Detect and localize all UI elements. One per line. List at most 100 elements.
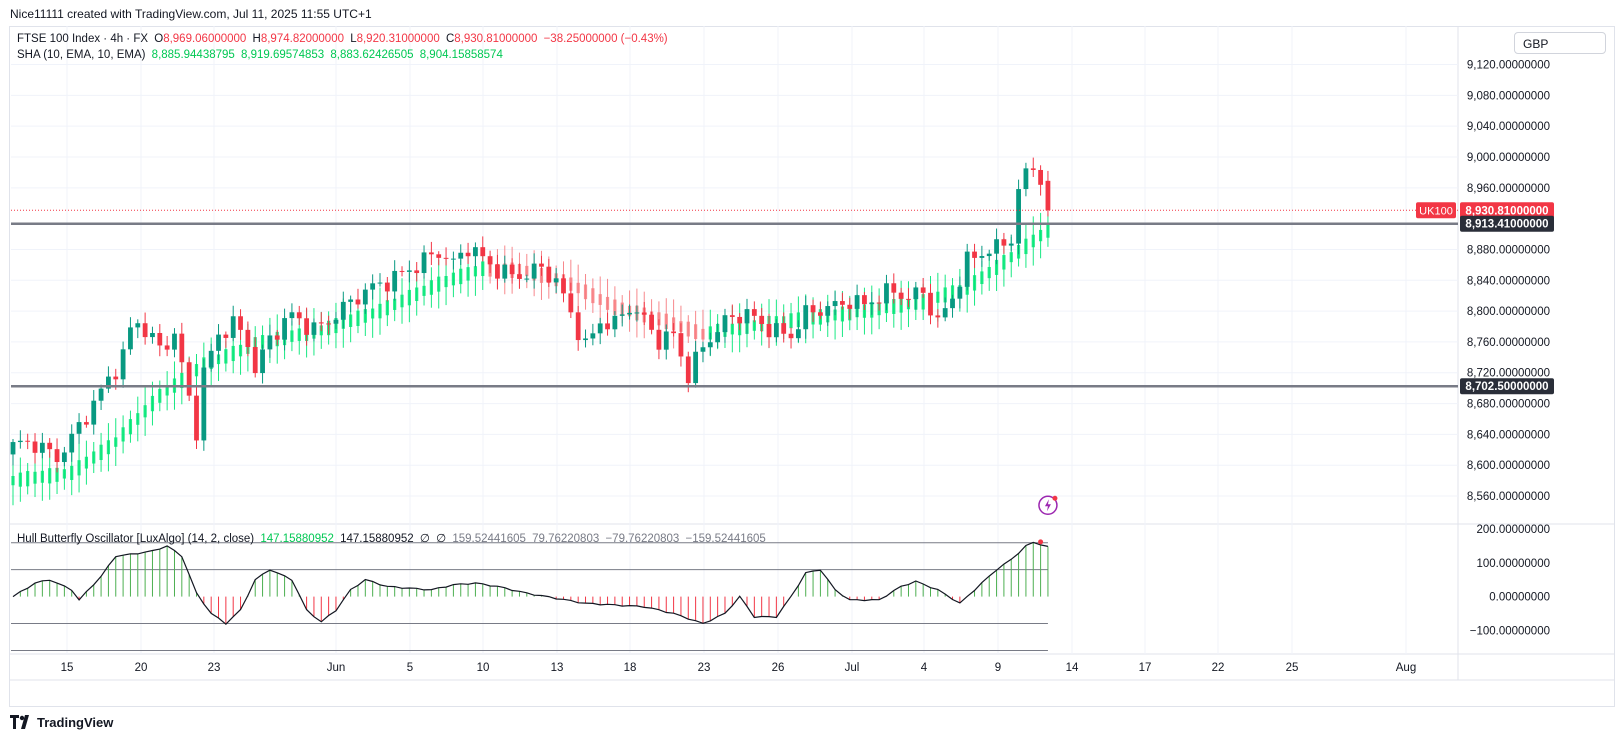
sha-bar <box>1002 255 1006 270</box>
candle-body <box>950 298 955 309</box>
sha-bar <box>224 349 228 364</box>
candle-body <box>810 305 816 313</box>
symbol-tag-bg <box>1416 202 1456 219</box>
candle-body <box>561 278 566 294</box>
candle-body <box>252 346 258 374</box>
sha-bar <box>583 284 588 300</box>
legend-symbol[interactable]: FTSE 100 Index · 4h · FX <box>17 33 149 45</box>
candle-body <box>377 282 383 284</box>
candle-body <box>744 309 750 324</box>
candle-body <box>414 270 420 274</box>
sha-bar <box>407 289 411 306</box>
candle-body <box>208 350 214 368</box>
tradingview-logo[interactable]: TradingView <box>10 712 113 732</box>
x-tick-label: 22 <box>1212 662 1225 674</box>
sha-bar <box>664 313 668 330</box>
sha-bar <box>33 471 37 484</box>
y-tick-label: 9,120.00000000 <box>1467 60 1550 72</box>
y-tick-label: 8,560.00000000 <box>1467 491 1550 503</box>
candle-body <box>612 315 618 330</box>
osc-value-6: 79.76220803 <box>532 533 600 545</box>
candle-body <box>641 312 647 315</box>
chart-frame[interactable]: 15 20 23 Jun 5 10 13 18 23 26 Jul 4 9 14 17 22 25 Aug 9,12… <box>9 26 1615 707</box>
sha-bar <box>605 296 610 310</box>
sha-bar <box>466 267 470 281</box>
sha-bar <box>128 419 133 435</box>
candle-body <box>1045 180 1051 211</box>
y-tick-label: 8,960.00000000 <box>1467 183 1550 195</box>
candle-body <box>142 323 148 338</box>
candle-body <box>619 314 625 316</box>
candle-body <box>583 338 588 341</box>
candle-body <box>17 440 23 443</box>
sha-bar <box>657 312 661 326</box>
candle-body <box>1023 168 1029 190</box>
sha-bar <box>165 385 169 396</box>
candle-body <box>685 356 691 384</box>
candle-body <box>972 251 977 258</box>
candle-body <box>891 283 897 293</box>
candle-body <box>69 433 75 453</box>
candle-body <box>150 332 155 338</box>
candle-body <box>443 257 449 259</box>
candle-body <box>773 323 779 338</box>
legend-open: 8,969.06000000 <box>163 33 247 45</box>
candle-body <box>39 442 45 453</box>
x-tick-label: 18 <box>624 662 637 674</box>
x-tick-label: 9 <box>995 662 1001 674</box>
sha-bar <box>18 472 22 487</box>
sha-bar <box>422 285 426 296</box>
sha-legend-name[interactable]: SHA (10, EMA, 10, EMA) <box>17 49 146 61</box>
chart-svg[interactable]: 15 20 23 Jun 5 10 13 18 23 26 Jul 4 9 14 17 22 25 Aug 9,12… <box>9 26 1615 707</box>
sha-bar <box>481 261 485 277</box>
candle-body <box>605 323 610 330</box>
candle-body <box>260 349 265 374</box>
candle-body <box>201 367 207 441</box>
sha-bar <box>1024 238 1028 255</box>
candle-body <box>274 335 280 340</box>
x-tick-label: 23 <box>698 662 711 674</box>
x-tick-label: 15 <box>61 662 74 674</box>
candle-body <box>803 305 809 330</box>
osc-y-tick-label: 0.00000000 <box>1489 592 1550 604</box>
sha-bar <box>62 469 66 479</box>
candle-body <box>282 318 287 340</box>
candle-body <box>223 334 229 338</box>
sha-bar <box>525 265 529 277</box>
y-tick-label: 8,720.00000000 <box>1467 368 1550 380</box>
candle-body <box>1008 243 1014 246</box>
sha-bar <box>11 475 15 486</box>
tradingview-logo-text: TradingView <box>37 714 114 730</box>
sha-bar <box>385 300 389 316</box>
candle-body <box>348 299 354 302</box>
legend-open-label: O <box>154 33 164 45</box>
candle-body <box>421 252 427 274</box>
x-tick-label: Jul <box>845 662 860 674</box>
candle-body <box>54 449 60 463</box>
x-tick-label: 5 <box>407 662 413 674</box>
candle-body <box>847 304 853 309</box>
candle-body <box>663 331 669 350</box>
candle-body <box>502 264 508 279</box>
currency-button[interactable]: GBP <box>1514 32 1606 54</box>
x-tick-label: 10 <box>477 662 490 674</box>
candle-body <box>1001 239 1007 246</box>
sha-bar <box>613 299 617 315</box>
osc-y-tick-label: 200.00000000 <box>1476 524 1550 536</box>
sha-bar <box>437 276 441 292</box>
candle-body <box>1038 169 1043 185</box>
candle-body <box>164 345 170 350</box>
y-tick-label: 8,680.00000000 <box>1467 399 1550 411</box>
osc-value-4: ∅ <box>436 533 447 545</box>
candle-body <box>194 395 199 441</box>
candle-body <box>384 282 390 292</box>
candle-body <box>120 349 126 380</box>
candle-body <box>296 312 302 319</box>
candle-body <box>216 334 221 351</box>
osc-value-3: ∅ <box>419 533 430 545</box>
osc-signal-dot <box>1038 539 1044 545</box>
candle-body <box>840 301 845 305</box>
candle-body <box>818 312 823 316</box>
osc-legend-name[interactable]: Hull Butterfly Oscillator [LuxAlgo] (14,… <box>17 533 255 545</box>
candle-body <box>795 329 801 339</box>
